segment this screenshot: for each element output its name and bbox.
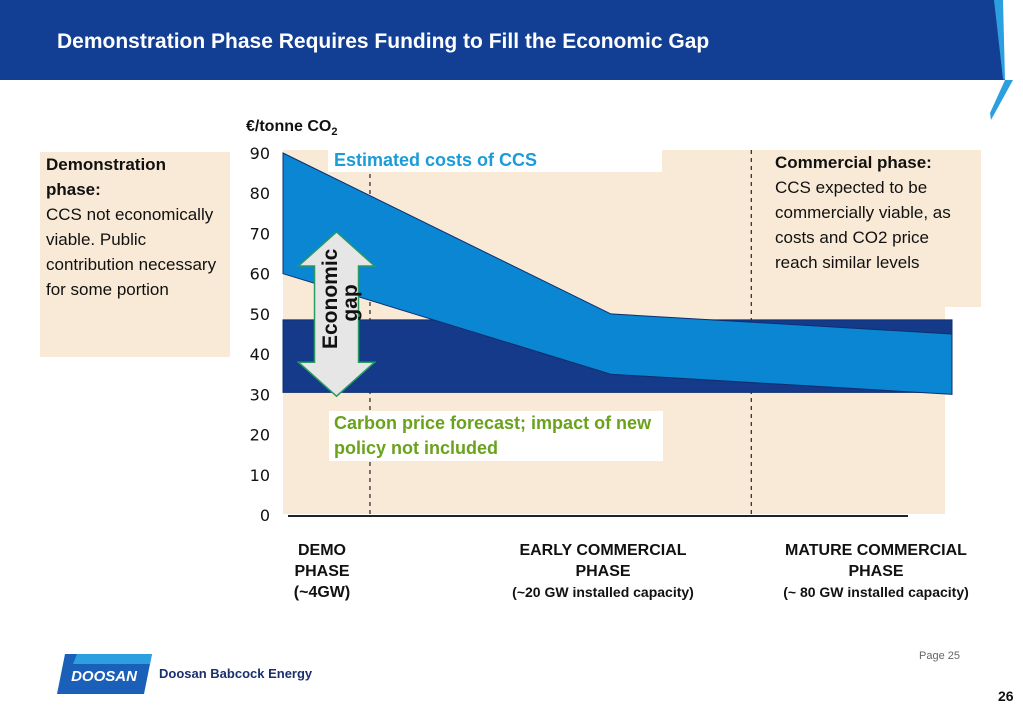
y-tick-label-20: 20	[250, 426, 270, 445]
estimated-costs-label: Estimated costs of CCS	[328, 150, 662, 172]
double-arrow-icon	[296, 230, 377, 398]
phase-demo-label: DEMO PHASE (~4GW)	[282, 540, 362, 603]
header-bar	[0, 0, 1023, 80]
phase-early-label: EARLY COMMERCIAL PHASE (~20 GW installed…	[492, 540, 714, 603]
demonstration-phase-box: Demonstration phase: CCS not economicall…	[40, 152, 230, 357]
phase-mature-label: MATURE COMMERCIAL PHASE (~ 80 GW install…	[764, 540, 988, 603]
header-accent-stripe	[990, 0, 1023, 120]
y-tick-label-0: 0	[260, 506, 270, 525]
phase-mature-title: MATURE COMMERCIAL PHASE	[785, 542, 967, 580]
doosan-logo: DOOSAN	[57, 654, 152, 694]
commercial-text: CCS expected to be commercially viable, …	[775, 178, 951, 272]
commercial-phase-box: Commercial phase: CCS expected to be com…	[769, 150, 981, 307]
slide-number: 26	[998, 688, 1014, 704]
y-axis-unit-label: €/tonne CO2	[246, 118, 338, 139]
page-label: Page 25	[919, 650, 960, 662]
phase-early-title: EARLY COMMERCIAL PHASE	[519, 542, 687, 580]
y-tick-label-40: 40	[250, 345, 270, 364]
y-tick-label-90: 90	[250, 144, 270, 163]
phase-demo-title: DEMO PHASE	[294, 542, 350, 580]
economic-gap-arrow	[296, 230, 377, 398]
y-tick-label-30: 30	[250, 385, 270, 404]
economic-gap-label: Economic gap	[319, 248, 362, 349]
demonstration-heading: Demonstration phase:	[46, 155, 166, 199]
company-name: Doosan Babcock Energy	[159, 666, 313, 681]
slide-title: Demonstration Phase Requires Funding to …	[57, 30, 710, 53]
y-axis-ticks: 90 80 70 60 50 40 30 20 10 0	[250, 144, 270, 525]
ccs-cost-band	[282, 152, 953, 395]
demonstration-text: CCS not economically viable. Public cont…	[46, 205, 217, 299]
chart-bands	[282, 152, 953, 395]
phase-mature-capacity: (~ 80 GW installed capacity)	[783, 584, 969, 600]
carbon-price-label: Carbon price forecast; impact of new pol…	[329, 411, 663, 461]
phase-early-capacity: (~20 GW installed capacity)	[512, 584, 694, 600]
y-tick-label-10: 10	[250, 466, 270, 485]
commercial-heading: Commercial phase:	[775, 153, 932, 172]
y-tick-label-70: 70	[250, 224, 270, 243]
y-tick-label-60: 60	[250, 265, 270, 284]
phase-demo-capacity: (~4GW)	[293, 584, 351, 601]
y-tick-label-50: 50	[250, 305, 270, 324]
y-tick-label-80: 80	[250, 184, 270, 203]
svg-text:DOOSAN: DOOSAN	[71, 668, 138, 685]
